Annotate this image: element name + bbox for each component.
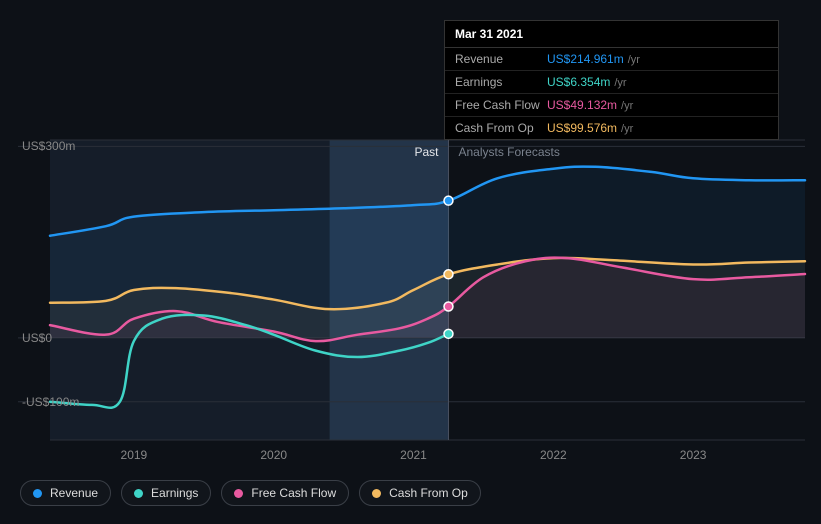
legend-label: Earnings xyxy=(151,486,198,500)
legend-item-cfo[interactable]: Cash From Op xyxy=(359,480,481,506)
x-axis-tick-label: 2021 xyxy=(400,448,427,462)
tooltip-row-label: Cash From Op xyxy=(455,121,547,135)
tooltip-row-cfo: Cash From OpUS$99.576m/yr xyxy=(445,117,778,139)
tooltip-row-label: Earnings xyxy=(455,75,547,89)
tooltip-row-value: US$6.354m xyxy=(547,75,610,89)
tooltip-row-value: US$214.961m xyxy=(547,52,624,66)
y-axis-tick-label: US$300m xyxy=(22,139,75,153)
tooltip-date: Mar 31 2021 xyxy=(445,21,778,48)
tooltip-row-unit: /yr xyxy=(621,100,633,112)
tooltip-row-label: Revenue xyxy=(455,52,547,66)
tooltip-row-value: US$49.132m xyxy=(547,98,617,112)
legend-swatch xyxy=(33,489,42,498)
legend-label: Revenue xyxy=(50,486,98,500)
legend-swatch xyxy=(234,489,243,498)
chart-tooltip: Mar 31 2021 RevenueUS$214.961m/yrEarning… xyxy=(444,20,779,140)
tooltip-row-label: Free Cash Flow xyxy=(455,98,547,112)
tooltip-row-unit: /yr xyxy=(621,123,633,135)
x-axis-tick-label: 2023 xyxy=(680,448,707,462)
x-axis-tick-label: 2019 xyxy=(121,448,148,462)
y-axis-tick-label: US$0 xyxy=(22,331,52,345)
legend-label: Free Cash Flow xyxy=(251,486,336,500)
y-axis-tick-label: -US$100m xyxy=(22,395,79,409)
legend: Revenue Earnings Free Cash Flow Cash From O… xyxy=(20,480,481,506)
legend-swatch xyxy=(372,489,381,498)
tooltip-row-unit: /yr xyxy=(628,54,640,66)
legend-label: Cash From Op xyxy=(389,486,468,500)
x-axis-tick-label: 2020 xyxy=(260,448,287,462)
legend-swatch xyxy=(134,489,143,498)
legend-item-earnings[interactable]: Earnings xyxy=(121,480,211,506)
tooltip-row-revenue: RevenueUS$214.961m/yr xyxy=(445,48,778,71)
past-region-label: Past xyxy=(414,145,438,159)
legend-item-fcf[interactable]: Free Cash Flow xyxy=(221,480,349,506)
forecast-region-label: Analysts Forecasts xyxy=(458,145,559,159)
chart-container: { "layout": { "width": 821, "height": 52… xyxy=(0,0,821,524)
tooltip-row-unit: /yr xyxy=(614,77,626,89)
tooltip-row-fcf: Free Cash FlowUS$49.132m/yr xyxy=(445,94,778,117)
tooltip-row-earnings: EarningsUS$6.354m/yr xyxy=(445,71,778,94)
x-axis-tick-label: 2022 xyxy=(540,448,567,462)
tooltip-row-value: US$99.576m xyxy=(547,121,617,135)
legend-item-revenue[interactable]: Revenue xyxy=(20,480,111,506)
